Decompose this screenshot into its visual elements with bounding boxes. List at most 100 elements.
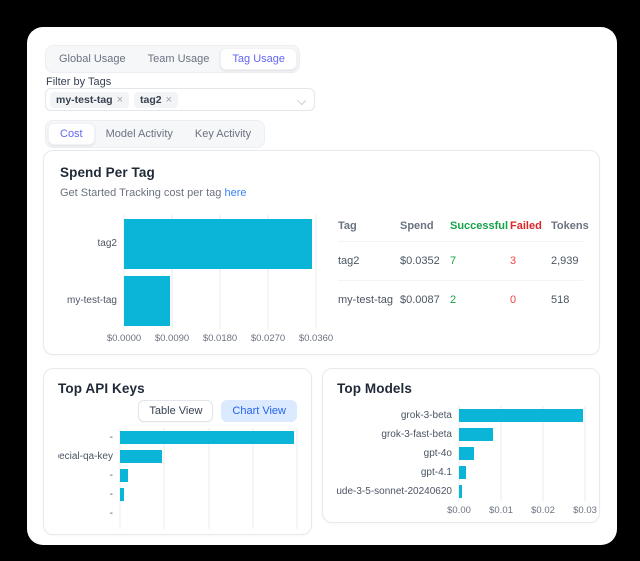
x-axis-tick: $0.0360 bbox=[298, 333, 334, 344]
chart-row: - bbox=[58, 466, 297, 485]
cell-tag: my-test-tag bbox=[338, 294, 394, 306]
gridline bbox=[315, 215, 317, 329]
tag-chip[interactable]: my-test-tag × bbox=[50, 91, 130, 108]
x-axis: $0.00 $0.01 $0.02 $0.03 bbox=[447, 501, 597, 517]
gridline bbox=[171, 215, 173, 329]
y-axis-label: gpt-4.1 bbox=[420, 467, 452, 478]
spend-per-tag-chart: tag2 my-test-tag $0.0000 $0.0090 $0.0180 $0.0… bbox=[60, 215, 333, 345]
top-api-keys-title: Top API Keys bbox=[58, 381, 145, 396]
table-row: tag2 $0.0352 7 3 2,939 bbox=[338, 241, 583, 281]
bar bbox=[459, 428, 494, 441]
col-spend: Spend bbox=[400, 220, 434, 232]
gridline bbox=[252, 428, 254, 529]
tab-tag-usage[interactable]: Tag Usage bbox=[220, 48, 298, 70]
y-axis-label: tag2 bbox=[97, 238, 117, 249]
cell-spend: $0.0087 bbox=[400, 294, 440, 306]
top-api-keys-card: Top API Keys Table View Chart View - peci… bbox=[43, 368, 312, 535]
chart-row: - bbox=[58, 504, 297, 523]
y-axis-label: claude-3-5-sonnet-20240620 bbox=[337, 486, 452, 497]
chart-row: gpt-4o bbox=[337, 444, 585, 463]
y-axis-label: grok-3-beta bbox=[400, 410, 452, 421]
col-successful: Successful bbox=[450, 220, 509, 232]
top-models-card: Top Models grok-3-beta grok-3-fast-beta gp… bbox=[322, 368, 600, 523]
bar bbox=[459, 485, 463, 498]
gridline bbox=[296, 428, 298, 529]
chart-row: my-test-tag bbox=[60, 272, 316, 329]
chart-gridlines bbox=[123, 215, 317, 329]
bar bbox=[120, 488, 124, 501]
bar bbox=[459, 447, 475, 460]
x-axis-tick: $0.0180 bbox=[202, 333, 238, 344]
bar-track bbox=[459, 482, 585, 501]
table-row: my-test-tag $0.0087 2 0 518 bbox=[338, 280, 583, 320]
cell-successful: 2 bbox=[450, 294, 457, 306]
y-axis-label: - bbox=[109, 432, 113, 443]
main-panel: Global Usage Team Usage Tag Usage Filter… bbox=[27, 27, 617, 545]
bar-track bbox=[124, 272, 316, 329]
usage-tabs: Global Usage Team Usage Tag Usage bbox=[45, 45, 301, 73]
x-axis-tick: $0.03 bbox=[573, 505, 597, 516]
bar bbox=[124, 218, 312, 269]
bar-track bbox=[459, 444, 585, 463]
x-axis-tick: $0.0090 bbox=[154, 333, 190, 344]
chevron-down-icon[interactable] bbox=[296, 95, 307, 106]
tab-team-usage[interactable]: Team Usage bbox=[147, 53, 210, 65]
spend-table: Tag Spend Successful Failed Tokens tag2 … bbox=[338, 215, 589, 320]
tab-global-usage[interactable]: Global Usage bbox=[59, 53, 126, 65]
spend-card-title: Spend Per Tag bbox=[60, 165, 155, 180]
remove-tag-icon[interactable]: × bbox=[165, 93, 173, 106]
bar bbox=[120, 450, 163, 463]
tab-model-activity[interactable]: Model Activity bbox=[105, 128, 173, 140]
bar-track bbox=[120, 428, 297, 447]
cell-tag: tag2 bbox=[338, 255, 360, 267]
bar bbox=[120, 469, 129, 482]
bar bbox=[459, 409, 583, 422]
chart-view-button[interactable]: Chart View bbox=[221, 400, 297, 422]
cell-failed: 0 bbox=[510, 294, 517, 306]
tag-chip[interactable]: tag2 × bbox=[134, 91, 179, 108]
spend-per-tag-card: Spend Per Tag Get Started Tracking cost … bbox=[43, 150, 600, 355]
tag-chip-label: my-test-tag bbox=[56, 93, 113, 106]
x-axis-tick: $0.0000 bbox=[106, 333, 142, 344]
here-link[interactable]: here bbox=[224, 187, 247, 199]
table-header-row: Tag Spend Successful Failed Tokens bbox=[338, 215, 589, 242]
tab-key-activity[interactable]: Key Activity bbox=[194, 128, 252, 140]
bar bbox=[124, 275, 171, 326]
cell-tokens: 518 bbox=[551, 294, 570, 306]
gridline bbox=[208, 428, 209, 529]
filter-by-tags-label: Filter by Tags bbox=[46, 76, 112, 88]
table-view-button[interactable]: Table View bbox=[138, 400, 214, 422]
top-models-chart: grok-3-beta grok-3-fast-beta gpt-4o gpt-4.1… bbox=[337, 406, 597, 517]
bar-track bbox=[124, 215, 316, 272]
y-axis-label: pecial-qa-key bbox=[58, 451, 113, 462]
remove-tag-icon[interactable]: × bbox=[116, 93, 124, 106]
x-axis-tick: $0.01 bbox=[489, 505, 513, 516]
y-axis-label: - bbox=[109, 489, 113, 500]
bar-track bbox=[459, 463, 585, 482]
gridline bbox=[267, 215, 269, 329]
chart-row: - bbox=[58, 428, 297, 447]
spend-card-subtitle: Get Started Tracking cost per tag here bbox=[60, 187, 583, 199]
tag-filter-select[interactable]: my-test-tag × tag2 × bbox=[45, 88, 315, 111]
bar-track bbox=[120, 447, 297, 466]
bar bbox=[459, 466, 467, 479]
chart-row: gpt-4.1 bbox=[337, 463, 585, 482]
tab-cost[interactable]: Cost bbox=[48, 123, 95, 145]
gridline bbox=[123, 215, 125, 329]
chart-row: claude-3-5-sonnet-20240620 bbox=[337, 482, 585, 501]
bar-track bbox=[459, 406, 585, 425]
y-axis-label: my-test-tag bbox=[66, 295, 117, 306]
subtitle-text: Get Started Tracking cost per tag bbox=[60, 187, 225, 199]
chart-row: grok-3-beta bbox=[337, 406, 585, 425]
cell-failed: 3 bbox=[510, 255, 517, 267]
y-axis-label: gpt-4o bbox=[423, 448, 452, 459]
bar-track bbox=[120, 485, 297, 504]
x-axis-tick: $0.0270 bbox=[250, 333, 286, 344]
chart-row: - bbox=[58, 485, 297, 504]
y-axis-label: grok-3-fast-beta bbox=[381, 429, 452, 440]
col-failed: Failed bbox=[510, 220, 542, 232]
gridline bbox=[219, 215, 221, 329]
top-models-title: Top Models bbox=[337, 381, 412, 396]
chart-row: grok-3-fast-beta bbox=[337, 425, 585, 444]
gridline bbox=[542, 406, 544, 501]
